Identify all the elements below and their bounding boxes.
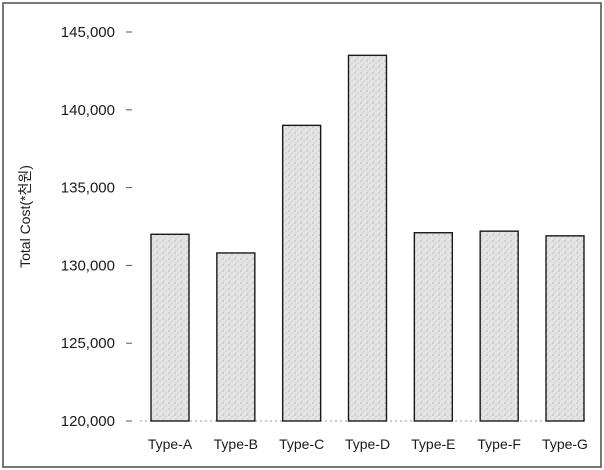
- bar-type-d: [347, 54, 388, 422]
- bar-type-e: [413, 232, 454, 422]
- x-tick-label: Type-D: [345, 436, 390, 452]
- y-tick-label: 120,000: [61, 413, 115, 430]
- y-tick-label: 125,000: [61, 335, 115, 352]
- y-tick-label: 140,000: [61, 102, 115, 119]
- x-tick-label: Type-F: [477, 436, 521, 452]
- y-tick-label: 130,000: [61, 257, 115, 274]
- bars: [150, 54, 585, 422]
- x-tick-label: Type-C: [279, 436, 324, 452]
- bar-type-a: [150, 233, 190, 422]
- bar-type-b: [216, 252, 256, 422]
- x-tick-label: Type-A: [148, 436, 193, 452]
- y-tick-label: 135,000: [61, 180, 115, 197]
- bar-type-c: [281, 124, 322, 422]
- bar-type-f: [479, 230, 519, 422]
- y-axis-title: Total Cost(*천원): [17, 165, 33, 268]
- x-tick-label: Type-E: [411, 436, 455, 452]
- x-tick-label: Type-G: [542, 436, 588, 452]
- x-axis: Type-A Type-B Type-C Type-D Type-E Type-F Type…: [148, 436, 588, 452]
- bar-type-g: [545, 235, 585, 422]
- x-tick-label: Type-B: [214, 436, 258, 452]
- y-tick-label: 145,000: [61, 24, 115, 41]
